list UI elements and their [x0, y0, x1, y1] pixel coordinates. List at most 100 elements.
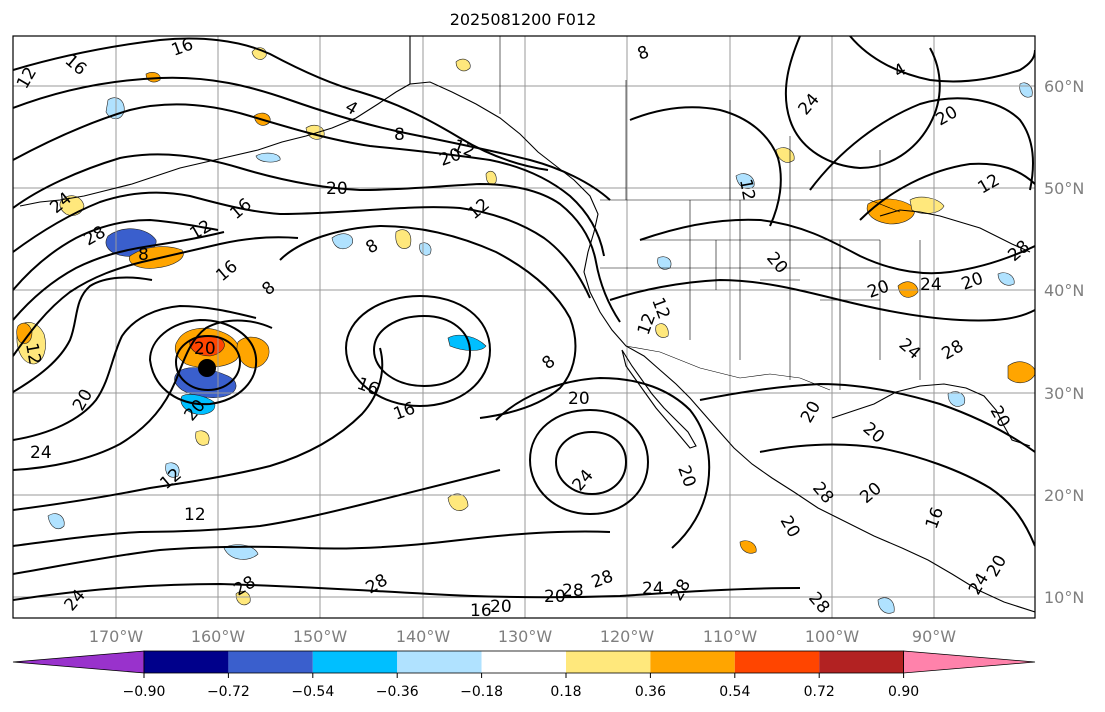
- contour-line: [13, 76, 611, 201]
- contour-line: [859, 162, 1035, 221]
- colorbar-segment: [144, 651, 229, 673]
- anomaly-blob-lightblue: [223, 544, 259, 560]
- anomaly-blob-yellow: [235, 590, 251, 606]
- contour-line: [849, 36, 1035, 83]
- contour-line: [528, 408, 650, 516]
- contour-label: 20: [490, 597, 512, 617]
- anomaly-blob-yellow: [739, 540, 757, 554]
- colorbar-max-extend: [903, 650, 1036, 674]
- alaska-peninsula: [19, 83, 411, 207]
- contour-label: 28: [562, 581, 584, 601]
- colorbar-outline: [143, 650, 904, 674]
- anomaly-blob-yellow: [485, 170, 497, 186]
- colorbar-tick-label: −0.36: [376, 684, 419, 700]
- colorbar: −0.90 −0.72 −0.54 −0.36 −0.18 0.18 0.36 …: [12, 650, 1036, 700]
- contour-line: [13, 236, 299, 357]
- contour-label: 20: [326, 179, 348, 199]
- anomaly-blob-orange: [129, 246, 184, 269]
- contour-label: 8: [138, 245, 149, 265]
- contour-line: [13, 103, 605, 257]
- contour-line: [13, 218, 219, 291]
- lon-label: 170°W: [89, 627, 144, 646]
- lat-label: 20°N: [1044, 486, 1084, 505]
- lon-label: 130°W: [498, 627, 553, 646]
- colorbar-segment: [228, 651, 313, 673]
- colorbar-min-extend: [12, 650, 145, 674]
- contour-line: [372, 314, 472, 388]
- height-contours: [13, 36, 1035, 601]
- colorbar-tick-label: 0.72: [804, 684, 835, 700]
- lat-label: 30°N: [1044, 384, 1084, 403]
- anomaly-blob-orange: [16, 322, 33, 344]
- colorbar-segment: [734, 651, 820, 673]
- anomaly-blob-yellow: [447, 493, 469, 511]
- colorbar-segment: [819, 651, 904, 673]
- anomaly-blob-yellow: [59, 195, 85, 216]
- lat-label: 10°N: [1044, 588, 1084, 607]
- lat-label: 50°N: [1044, 179, 1084, 198]
- lat-label: 60°N: [1044, 77, 1084, 96]
- contour-line: [13, 231, 225, 321]
- contour-line: [13, 582, 801, 601]
- anomaly-blob-lightblue: [419, 242, 432, 256]
- colorbar-tick-label: −0.72: [207, 684, 250, 700]
- contour-line: [639, 218, 1035, 275]
- contour-label: 24: [30, 443, 52, 463]
- contour-line: [13, 530, 611, 575]
- contour-line: [174, 334, 242, 392]
- contour-line: [554, 430, 628, 496]
- anomaly-blob-lightblue: [47, 513, 65, 529]
- anomaly-blob-yellow: [909, 196, 945, 214]
- colorbar-tick-label: −0.90: [123, 684, 166, 700]
- map-background: [13, 36, 1035, 618]
- lon-label: 140°W: [396, 627, 451, 646]
- political-borders: [499, 36, 921, 391]
- colorbar-tick-labels: −0.90 −0.72 −0.54 −0.36 −0.18 0.18 0.36 …: [123, 684, 920, 700]
- north-america-west-coast: [409, 36, 1035, 613]
- lon-label: 100°W: [805, 627, 860, 646]
- map-title: 2025081200 F012: [449, 10, 597, 29]
- contour-label: 12: [735, 177, 758, 202]
- contour-line: [13, 469, 501, 547]
- contour-label: 20: [194, 339, 216, 359]
- anomaly-blob-yellow: [195, 430, 210, 446]
- colorbar-tick-label: 0.90: [888, 684, 919, 700]
- contour-line: [13, 347, 384, 511]
- contour-line: [13, 191, 591, 299]
- contour-line: [629, 106, 782, 227]
- longitude-labels: 170°W 160°W 150°W 140°W 130°W 120°W 110°…: [89, 627, 956, 646]
- lon-label: 90°W: [912, 627, 956, 646]
- contour-line: [495, 376, 711, 549]
- anomaly-blob-lightblue: [165, 462, 180, 478]
- contour-line: [13, 153, 621, 323]
- colorbar-segment: [312, 651, 398, 673]
- anomaly-blob-lightblue: [255, 152, 281, 163]
- contour-label: 24: [642, 579, 664, 599]
- gulf-of-mexico-coast: [831, 383, 1031, 447]
- lat-label: 40°N: [1044, 281, 1084, 300]
- anomaly-blob-yellow: [395, 229, 412, 249]
- anomaly-blob-lightblue: [877, 597, 895, 614]
- contour-line: [759, 443, 1035, 547]
- lon-label: 150°W: [293, 627, 348, 646]
- colorbar-tick-label: 0.54: [719, 684, 750, 700]
- lon-label: 120°W: [600, 627, 655, 646]
- colorbar-tick-label: −0.54: [291, 684, 334, 700]
- great-lakes: [879, 209, 1031, 253]
- colorbar-segment: [481, 651, 566, 673]
- storm-center-marker: [198, 359, 216, 377]
- canada-provinces: [499, 36, 881, 200]
- lon-label: 160°W: [191, 627, 246, 646]
- anomaly-blob-yellow: [455, 58, 471, 72]
- contour-label: 20: [544, 587, 566, 607]
- anomaly-blob-lightblue: [331, 233, 353, 250]
- anomaly-blob-lightblue: [735, 173, 755, 189]
- contour-line: [699, 382, 1035, 453]
- colorbar-ticks: [143, 673, 905, 678]
- contour-label: 20: [568, 389, 590, 409]
- contour-line: [279, 224, 577, 419]
- contour-label: 16: [470, 601, 492, 621]
- contour-line: [344, 294, 492, 408]
- anomaly-blob-lightblue: [997, 272, 1015, 286]
- contour-line: [13, 304, 257, 441]
